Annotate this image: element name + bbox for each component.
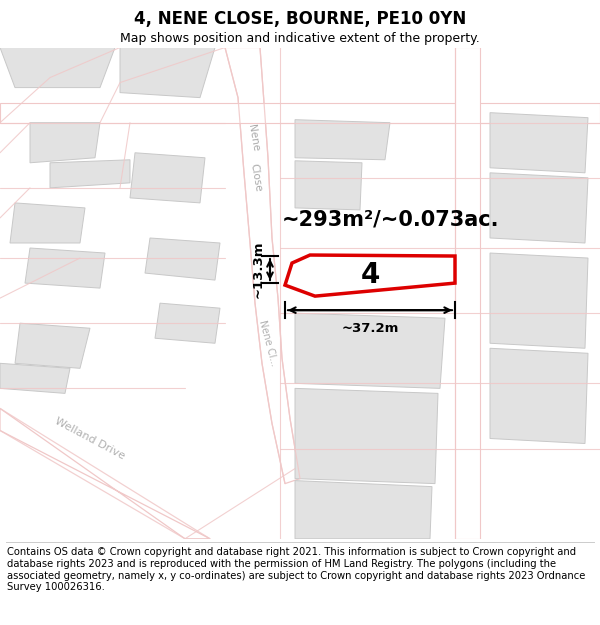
Polygon shape [285,255,455,296]
Polygon shape [295,313,445,388]
Text: 4: 4 [361,261,380,289]
Polygon shape [130,152,205,203]
Text: Nene Cl...: Nene Cl... [257,319,279,368]
Polygon shape [455,48,480,539]
Polygon shape [145,238,220,280]
Polygon shape [25,248,105,288]
Polygon shape [30,122,100,162]
Text: ~13.3m: ~13.3m [252,241,265,298]
Text: 4, NENE CLOSE, BOURNE, PE10 0YN: 4, NENE CLOSE, BOURNE, PE10 0YN [134,11,466,29]
Polygon shape [0,48,115,88]
Text: ~293m²/~0.073ac.: ~293m²/~0.073ac. [281,210,499,230]
Polygon shape [295,481,432,539]
Polygon shape [50,160,130,188]
Polygon shape [295,161,362,210]
Text: Close: Close [248,163,263,192]
Polygon shape [295,119,390,160]
Polygon shape [490,173,588,243]
Polygon shape [0,102,600,122]
Polygon shape [490,253,588,348]
Polygon shape [155,303,220,343]
Polygon shape [490,348,588,444]
Polygon shape [15,323,90,368]
Polygon shape [225,48,300,484]
Text: ~37.2m: ~37.2m [341,322,398,335]
Polygon shape [0,363,70,393]
Polygon shape [120,48,215,98]
Text: Welland Drive: Welland Drive [53,416,127,461]
Polygon shape [10,203,85,243]
Polygon shape [0,408,210,539]
Text: Contains OS data © Crown copyright and database right 2021. This information is : Contains OS data © Crown copyright and d… [7,548,586,592]
Text: Nene: Nene [246,124,260,152]
Polygon shape [490,112,588,173]
Polygon shape [295,388,438,484]
Text: Map shows position and indicative extent of the property.: Map shows position and indicative extent… [120,32,480,45]
